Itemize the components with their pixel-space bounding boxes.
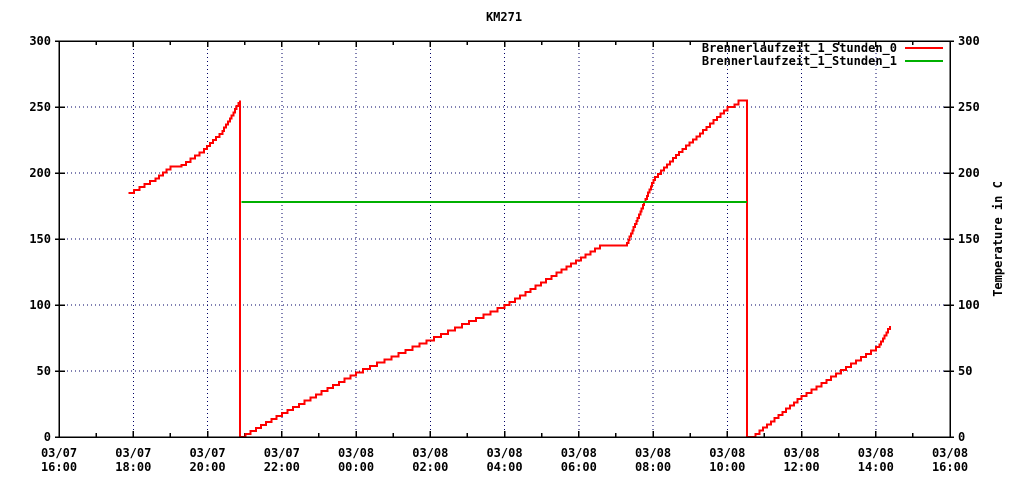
y-tick-label-left: 50 <box>37 364 51 378</box>
x-tick-label-date: 03/08 <box>486 446 522 460</box>
y-tick-label-left: 100 <box>29 298 51 312</box>
x-tick-label-date: 03/07 <box>41 446 77 460</box>
x-tick-label-time: 12:00 <box>783 460 819 474</box>
series-layer <box>128 99 891 438</box>
y-tick-label-left: 200 <box>29 166 51 180</box>
y-tick-label-left: 250 <box>29 100 51 114</box>
series-path-0-brennerlaufzeit_1_stunden_0 <box>128 99 891 438</box>
x-tick-label-time: 04:00 <box>486 460 522 474</box>
y-tick-label-right: 50 <box>958 364 972 378</box>
x-tick-label-time: 18:00 <box>115 460 151 474</box>
x-tick-label-date: 03/08 <box>635 446 671 460</box>
x-tick-label-date: 03/08 <box>783 446 819 460</box>
x-tick-label-time: 14:00 <box>858 460 894 474</box>
x-tick-label-time: 22:00 <box>264 460 300 474</box>
x-tick-label-date: 03/08 <box>932 446 968 460</box>
x-tick-label-date: 03/08 <box>412 446 448 460</box>
x-tick-label-date: 03/08 <box>858 446 894 460</box>
y-tick-label-left: 300 <box>29 34 51 48</box>
y-tick-label-right: 150 <box>958 232 980 246</box>
x-tick-label-time: 06:00 <box>561 460 597 474</box>
x-tick-label-time: 16:00 <box>932 460 968 474</box>
legend-label-brennerlaufzeit-0: Brennerlaufzeit_1_Stunden_0 <box>702 41 897 56</box>
y-tick-label-right: 300 <box>958 34 980 48</box>
x-tick-label-date: 03/08 <box>709 446 745 460</box>
x-tick-label-time: 16:00 <box>41 460 77 474</box>
x-tick-label-time: 20:00 <box>189 460 225 474</box>
y-tick-label-right: 250 <box>958 100 980 114</box>
plot-area-border <box>58 40 951 438</box>
y-tick-label-right: 100 <box>958 298 980 312</box>
chart-title: KM271 <box>486 10 522 24</box>
x-tick-label-time: 08:00 <box>635 460 671 474</box>
x-tick-label-time: 00:00 <box>338 460 374 474</box>
x-tick-label-time: 02:00 <box>412 460 448 474</box>
x-tick-label-date: 03/08 <box>338 446 374 460</box>
x-tick-label-date: 03/07 <box>115 446 151 460</box>
grid-layer <box>59 41 950 437</box>
y-tick-label-right: 200 <box>958 166 980 180</box>
x-tick-label-date: 03/07 <box>264 446 300 460</box>
x-tick-label-date: 03/08 <box>561 446 597 460</box>
x-tick-label-time: 10:00 <box>709 460 745 474</box>
axis-labels-layer: 03/0716:0003/0718:0003/0720:0003/0722:00… <box>29 34 979 474</box>
legend-label-brennerlaufzeit-1: Brennerlaufzeit_1_Stunden_1 <box>702 54 897 69</box>
x-tick-label-date: 03/07 <box>189 446 225 460</box>
legend: Brennerlaufzeit_1_Stunden_0 Brennerlaufz… <box>702 41 943 69</box>
y-tick-label-right: 0 <box>958 430 965 444</box>
y2-axis-title: Temperature in C <box>991 181 1005 297</box>
y-tick-label-left: 0 <box>44 430 51 444</box>
y-tick-label-left: 150 <box>29 232 51 246</box>
